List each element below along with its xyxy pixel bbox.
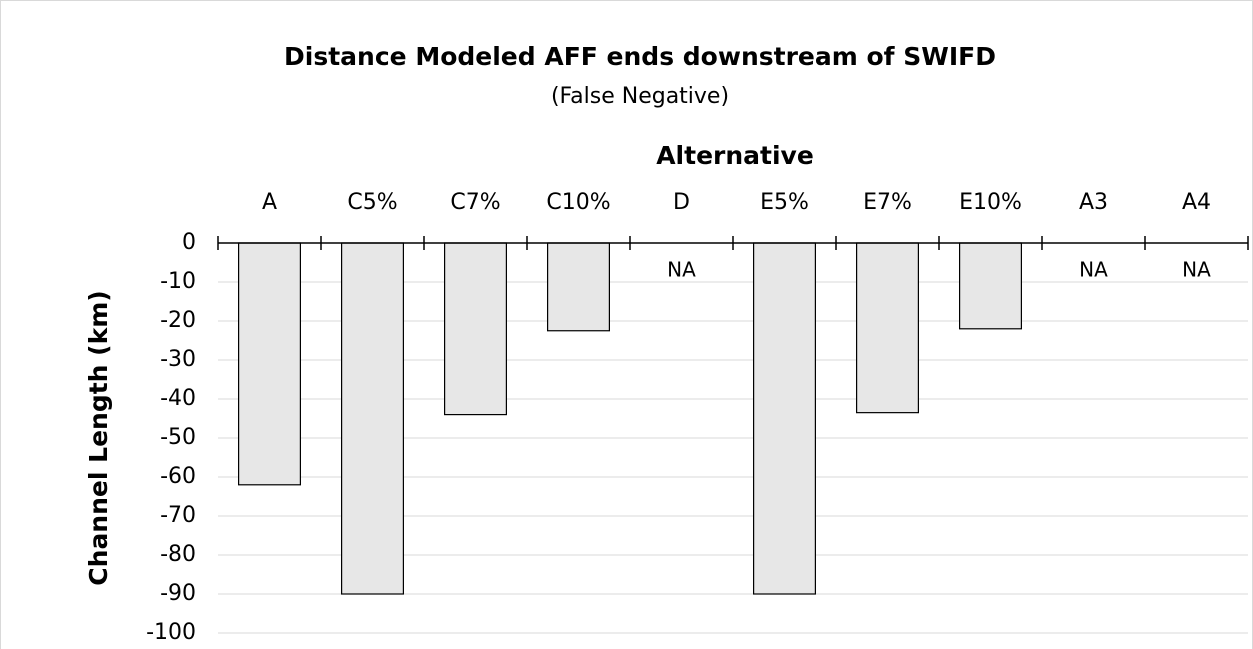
y-tick-label: -50 [160,425,196,450]
y-axis-label: Channel Length (km) [84,290,113,585]
x-tick-label: A4 [1182,190,1211,215]
bar [855,242,919,414]
bar [546,242,610,332]
y-tick-label: -20 [160,308,196,333]
y-tick-label: -40 [160,386,196,411]
x-tick-label: C10% [546,190,610,215]
x-tick-label: D [673,190,690,215]
bar [238,242,302,486]
x-tick-label: C5% [347,190,397,215]
y-tick-label: -90 [160,581,196,606]
y-tick-label: 0 [182,230,196,255]
chart-title: Distance Modeled AFF ends downstream of … [284,42,996,71]
y-tick-label: -80 [160,542,196,567]
x-tick-label: E7% [863,190,912,215]
chart-subtitle: (False Negative) [551,84,729,109]
bar [444,242,508,416]
y-tick-label: -60 [160,464,196,489]
x-tick-label: A [262,190,277,215]
bar [958,242,1022,330]
y-tick-label: -70 [160,503,196,528]
x-axis-label: Alternative [656,141,814,170]
y-tick-label: -10 [160,269,196,294]
x-tick-label: E10% [959,190,1022,215]
y-tick-label: -30 [160,347,196,372]
bar [752,242,816,595]
x-tick-label: A3 [1079,190,1108,215]
y-tick-label: -100 [146,620,196,645]
value-label: NA [1182,258,1211,282]
x-tick-label: E5% [760,190,809,215]
x-tick-label: C7% [450,190,500,215]
value-label: NA [1079,258,1108,282]
bar [341,242,405,595]
value-label: NA [667,258,696,282]
